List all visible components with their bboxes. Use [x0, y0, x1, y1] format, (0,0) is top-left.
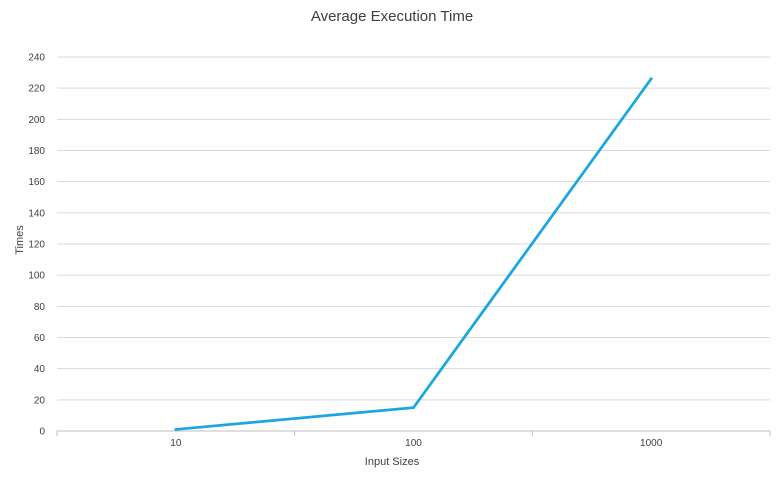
y-tick-label: 0 — [39, 427, 45, 438]
y-tick-label: 80 — [34, 302, 46, 313]
y-tick-label: 240 — [28, 53, 45, 64]
x-tick-label: 1000 — [640, 438, 663, 449]
y-tick-label: 20 — [34, 395, 46, 406]
data-point — [412, 406, 415, 410]
data-point — [174, 428, 178, 431]
y-tick-label: 100 — [28, 271, 45, 282]
y-tick-label: 120 — [28, 240, 45, 251]
y-tick-label: 220 — [28, 84, 45, 95]
y-tick-label: 180 — [28, 146, 45, 157]
chart-title: Average Execution Time — [310, 8, 474, 25]
x-tick-label: 10 — [170, 438, 182, 449]
y-tick-label: 60 — [34, 333, 46, 344]
y-tick-label: 40 — [34, 364, 46, 375]
data-point — [649, 77, 653, 81]
x-tick-label: 100 — [405, 438, 422, 449]
y-tick-label: 160 — [28, 177, 45, 188]
y-tick-label: 140 — [28, 208, 45, 219]
y-tick-label: 200 — [28, 115, 45, 126]
x-axis-title: Input Sizes — [364, 456, 420, 468]
series-line — [174, 77, 653, 431]
